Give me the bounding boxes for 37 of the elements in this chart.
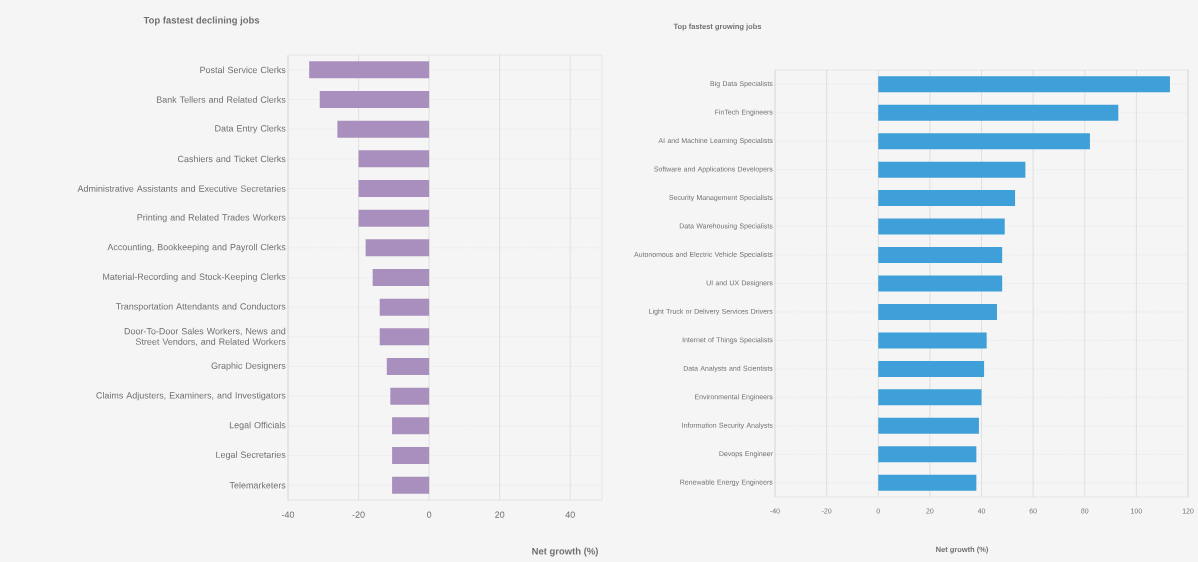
y-tick-label: Telemarketers bbox=[229, 481, 286, 489]
bar bbox=[878, 360, 985, 377]
bar bbox=[878, 446, 977, 463]
bar bbox=[878, 417, 979, 434]
bar bbox=[878, 161, 1026, 178]
x-tick-label: 20 bbox=[495, 511, 505, 518]
x-tick-label: 0 bbox=[426, 511, 432, 518]
x-tick-label: 40 bbox=[565, 511, 575, 518]
y-tick-label: Material-Recording and Stock-Keeping Clerks bbox=[103, 273, 286, 282]
bar bbox=[878, 190, 1016, 207]
bar bbox=[878, 389, 982, 406]
bar bbox=[878, 332, 987, 349]
bar bbox=[878, 218, 1005, 235]
y-tick-label: Cashiers and Ticket Clerks bbox=[177, 155, 286, 163]
y-tick-label: Legal Secretaries bbox=[216, 451, 286, 460]
x-axis-title: Net growth (%) bbox=[532, 547, 598, 557]
bar bbox=[878, 474, 977, 491]
y-tick-label: Accounting, Bookkeeping and Payroll Clerks bbox=[107, 243, 286, 253]
y-tick-label: Door-To-Door Sales Workers, News and Street Vendors, and Related Workers bbox=[124, 327, 286, 346]
bar bbox=[878, 303, 997, 320]
text: Top fastest declining jobs bbox=[143, 16, 260, 26]
bar bbox=[878, 133, 1090, 150]
y-tick-label: Transportation Attendants and Conductors bbox=[115, 302, 286, 312]
y-tick-label: Legal Officials bbox=[229, 421, 286, 431]
y-tick-label: Claims Adjusters, Examiners, and Investigators bbox=[96, 391, 286, 401]
bar bbox=[878, 247, 1003, 264]
y-tick-label: Data Entry Clerks bbox=[215, 124, 286, 134]
x-tick-label: -40 bbox=[281, 511, 295, 518]
y-tick-label: Administrative Assistants and Executive Secretaries bbox=[77, 185, 286, 192]
x-tick-label: -20 bbox=[352, 511, 365, 518]
bar bbox=[878, 76, 1170, 93]
bar bbox=[878, 275, 1003, 292]
y-tick-label: Graphic Designers bbox=[211, 362, 286, 371]
y-tick-label: Postal Service Clerks bbox=[200, 66, 286, 74]
y-tick-label: Printing and Related Trades Workers bbox=[137, 213, 286, 223]
bar bbox=[878, 104, 1119, 121]
y-tick-label: Bank Tellers and Related Clerks bbox=[156, 96, 286, 103]
